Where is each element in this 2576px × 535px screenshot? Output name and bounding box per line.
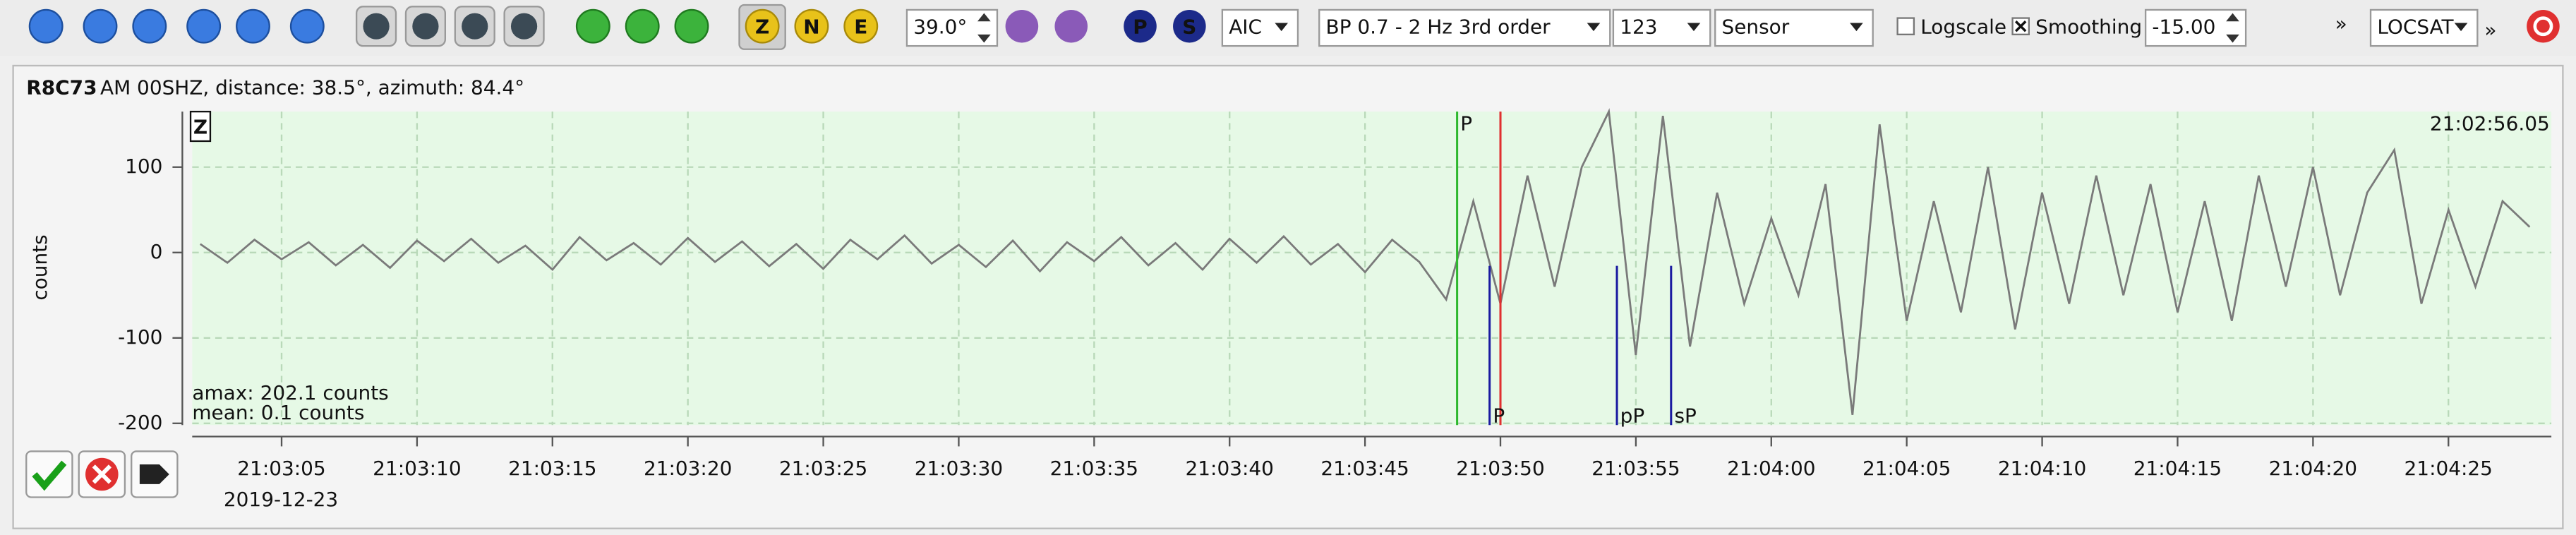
phase-button[interactable] xyxy=(1173,9,1206,43)
x-tick-label: 21:04:05 xyxy=(1862,457,1951,480)
phase-button[interactable] xyxy=(1124,9,1157,43)
x-tick-label: 21:03:35 xyxy=(1050,457,1138,480)
nav-button[interactable] xyxy=(132,8,167,44)
filter-button[interactable] xyxy=(674,8,709,44)
x-tick-label: 21:03:45 xyxy=(1320,457,1409,480)
mean-label: mean: 0.1 counts xyxy=(192,401,364,424)
x-tick-label: 21:04:10 xyxy=(1998,457,2086,480)
x-tick-label: 21:03:25 xyxy=(779,457,867,480)
mode-button[interactable] xyxy=(1005,9,1039,43)
export-icon xyxy=(139,464,169,484)
amax-label: amax: 202.1 counts xyxy=(192,381,388,404)
locator-combo-text: LOCSAT xyxy=(2377,16,2454,39)
accept-button[interactable] xyxy=(25,450,73,498)
nav-button[interactable] xyxy=(186,8,222,44)
x-tick-label: 21:04:15 xyxy=(2133,457,2222,480)
tool-icon xyxy=(412,13,439,40)
logscale-checkbox[interactable] xyxy=(1896,17,1915,35)
spin-arrows xyxy=(977,13,991,43)
logscale-label: Logscale xyxy=(1920,16,2006,39)
y-tick-label: -100 xyxy=(118,325,162,349)
nav-button[interactable] xyxy=(289,8,325,44)
trace-info: AM 00SHZ, distance: 38.5°, azimuth: 84.4… xyxy=(100,76,524,100)
x-tick-label: 21:03:10 xyxy=(373,457,461,480)
component-letter: Z xyxy=(755,16,769,39)
component-label: Z xyxy=(193,115,207,138)
date-label: 2019-12-23 xyxy=(224,488,338,511)
x-tick-label: 21:03:50 xyxy=(1456,457,1544,480)
y-tick-label: 0 xyxy=(150,240,163,263)
dropdown-arrow xyxy=(2454,23,2468,32)
tool-icon xyxy=(462,13,488,40)
component-button[interactable] xyxy=(843,8,879,44)
more-button: » xyxy=(2484,18,2496,42)
phase-letter: S xyxy=(1182,16,1196,39)
filter-button[interactable] xyxy=(575,8,610,44)
reject-cross xyxy=(92,464,112,484)
x-tick-label: 21:03:30 xyxy=(915,457,1003,480)
x-tick-label: 21:03:05 xyxy=(237,457,325,480)
x-tick-label: 21:04:25 xyxy=(2405,457,2493,480)
pick-label: sP xyxy=(1674,404,1696,428)
x-tick-label: 21:04:00 xyxy=(1727,457,1815,480)
component-letter: N xyxy=(803,16,819,39)
filter-combo-text: BP 0.7 - 2 Hz 3rd order xyxy=(1326,16,1551,39)
start-time: 21:02:56.05 xyxy=(2430,112,2550,136)
y-tick-label: 100 xyxy=(125,155,162,178)
component-box xyxy=(189,110,212,143)
picker-combo[interactable] xyxy=(1221,8,1299,47)
plot-area xyxy=(192,112,2552,426)
x-tick-label: 21:04:20 xyxy=(2269,457,2357,480)
dropdown-arrow xyxy=(1587,23,1601,32)
component-button[interactable] xyxy=(794,8,829,44)
smoothing-spinbox[interactable] xyxy=(2144,8,2247,47)
filter-combo[interactable] xyxy=(1318,8,1611,47)
component-button[interactable] xyxy=(745,8,780,44)
check-mark xyxy=(2014,20,2027,32)
x-tick-label: 21:03:55 xyxy=(1591,457,1680,480)
station-code: R8C73 xyxy=(26,76,97,100)
target-button[interactable] xyxy=(2527,9,2560,43)
y-axis-label: counts xyxy=(28,234,52,300)
mode-button[interactable] xyxy=(1054,9,1088,43)
dropdown-arrow xyxy=(1687,23,1701,32)
pick-label: P xyxy=(1460,112,1472,136)
check-icon xyxy=(32,460,67,491)
spin-arrows xyxy=(2226,13,2239,43)
dropdown-arrow xyxy=(1850,23,1863,32)
target-ring xyxy=(2533,16,2553,37)
threshold-spinbox-text: 39.0° xyxy=(913,16,967,39)
pick-label: pP xyxy=(1620,404,1645,428)
tool-icon xyxy=(363,13,390,40)
y-tick-label: -200 xyxy=(118,411,162,434)
nav-button[interactable] xyxy=(83,8,118,44)
smoothing-spinbox-text: -15.00 xyxy=(2152,16,2215,39)
filter-button[interactable] xyxy=(625,8,660,44)
component-letter: E xyxy=(854,16,867,39)
smoothing-label: Smoothing xyxy=(2035,16,2142,39)
waveform xyxy=(199,108,2531,415)
nav-button[interactable] xyxy=(28,8,64,44)
unit-combo[interactable] xyxy=(1714,8,1874,47)
unit-combo-text: Sensor xyxy=(1722,16,1790,39)
stream-combo-text: 123 xyxy=(1620,16,1657,39)
nav-button[interactable] xyxy=(236,8,270,44)
tool-icon xyxy=(510,13,538,40)
phase-letter: P xyxy=(1133,16,1147,39)
picker-combo-text: AIC xyxy=(1229,16,1262,39)
dropdown-arrow xyxy=(1275,23,1288,32)
x-tick-label: 21:03:20 xyxy=(644,457,732,480)
pick-label: P xyxy=(1493,404,1505,428)
more-button: » xyxy=(2335,12,2347,35)
x-tick-label: 21:03:40 xyxy=(1186,457,1274,480)
x-tick-label: 21:03:15 xyxy=(508,457,596,480)
